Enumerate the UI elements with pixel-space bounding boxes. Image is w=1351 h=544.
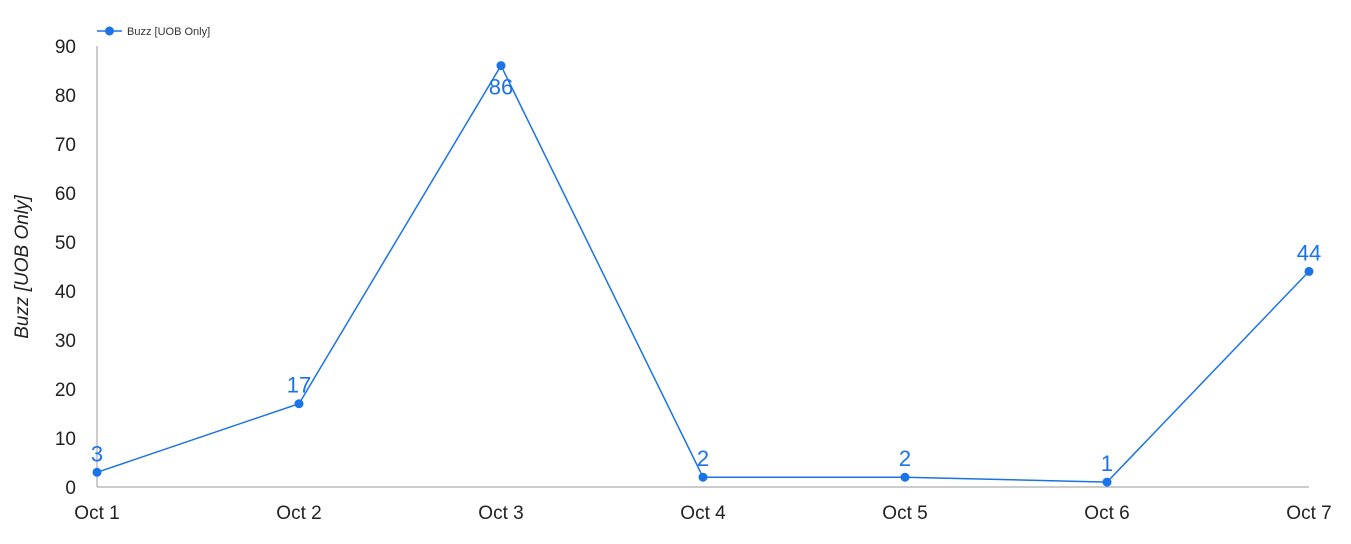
legend-dot-marker: [105, 26, 114, 36]
data-point[interactable]: [1304, 266, 1314, 276]
y-tick-label: 50: [55, 233, 76, 254]
data-point[interactable]: [496, 61, 506, 71]
x-tick-label: Oct 5: [882, 503, 927, 524]
y-tick-label: 20: [55, 380, 76, 401]
series-line-buzz: [96, 64, 1310, 483]
data-label: 17: [287, 373, 311, 398]
data-points: [92, 61, 1314, 487]
legend[interactable]: Buzz [UOB Only]: [97, 26, 210, 38]
x-tick-label: Oct 2: [276, 503, 321, 524]
y-tick-label: 10: [55, 429, 76, 450]
legend-label: Buzz [UOB Only]: [127, 26, 210, 38]
x-tick-label: Oct 1: [74, 503, 119, 524]
data-label: 2: [899, 446, 911, 471]
data-point[interactable]: [294, 399, 304, 409]
y-tick-label: 60: [55, 184, 76, 205]
x-axis-ticks: Oct 1 Oct 2 Oct 3 Oct 4 Oct 5 Oct 6 Oct 7: [74, 503, 1331, 524]
data-point[interactable]: [900, 472, 910, 482]
y-tick-label: 70: [55, 135, 76, 156]
y-tick-label: 40: [55, 282, 76, 303]
y-tick-label: 90: [55, 37, 76, 58]
y-axis-ticks: 0 10 20 30 40 50 60 70 80 90: [55, 37, 76, 499]
x-tick-label: Oct 6: [1084, 503, 1129, 524]
data-label: 3: [91, 441, 103, 466]
y-axis-title: Buzz [UOB Only]: [12, 194, 33, 338]
data-labels: 3 17 86 2 2 1 44: [91, 75, 1321, 477]
x-tick-label: Oct 3: [478, 503, 523, 524]
data-label: 44: [1297, 240, 1321, 265]
x-tick-label: Oct 7: [1286, 503, 1331, 524]
y-tick-label: 80: [55, 86, 76, 107]
y-tick-label: 0: [65, 478, 76, 499]
data-label: 2: [697, 446, 709, 471]
data-label: 86: [489, 75, 513, 100]
data-label: 1: [1101, 451, 1113, 476]
x-tick-label: Oct 4: [680, 503, 726, 524]
y-tick-label: 30: [55, 331, 76, 352]
data-point[interactable]: [1102, 477, 1112, 487]
data-point[interactable]: [92, 467, 102, 477]
data-point[interactable]: [698, 472, 708, 482]
